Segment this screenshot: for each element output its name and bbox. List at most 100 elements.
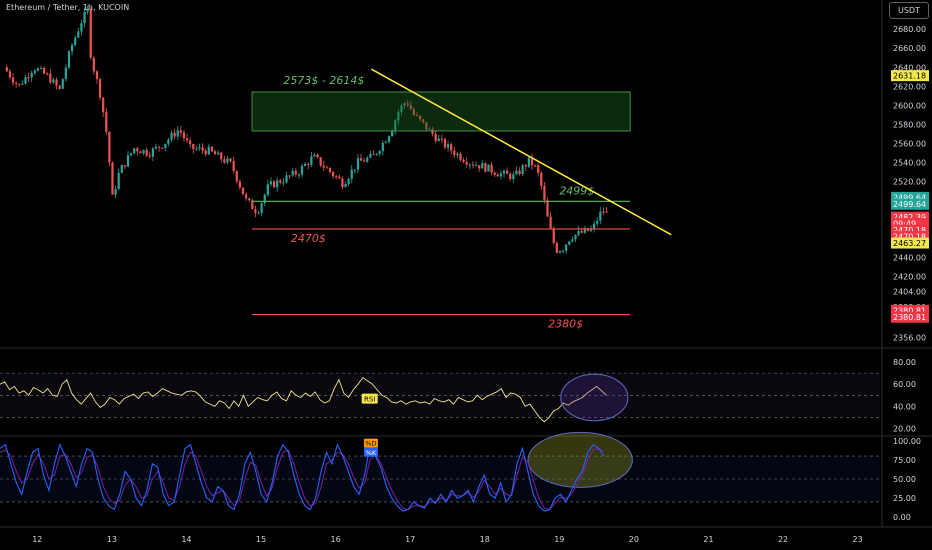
- candle-body: [446, 144, 450, 148]
- rsi-tick-label: 40.00: [893, 402, 916, 411]
- candle-body: [179, 130, 182, 133]
- candle-body: [207, 146, 210, 155]
- candle-body: [533, 165, 537, 167]
- candle-body: [61, 78, 64, 89]
- candle-body: [462, 159, 465, 162]
- candle-body: [148, 155, 151, 157]
- candle-body: [577, 230, 580, 235]
- candle-body: [49, 73, 52, 83]
- candle-body: [384, 141, 388, 143]
- candle-body: [341, 178, 344, 188]
- price-tick-label: 2580.00: [893, 120, 926, 129]
- candle-body: [89, 8, 92, 58]
- rsi-badge: [361, 393, 378, 404]
- candle-body: [437, 138, 440, 142]
- price-badge: [891, 237, 929, 249]
- candle-body: [5, 67, 8, 72]
- candle-body: [58, 85, 61, 89]
- candle-body: [397, 111, 400, 121]
- candle-body: [546, 200, 549, 217]
- stoch-tick-label: 0.00: [893, 513, 911, 522]
- candle-body: [15, 82, 18, 84]
- price-badge-text: 2470.18: [893, 233, 926, 242]
- candle-body: [213, 151, 217, 155]
- price-tick-label: 2356.00: [893, 333, 926, 342]
- candle-body: [543, 185, 546, 201]
- candle-body: [161, 147, 164, 149]
- candle-body: [465, 161, 468, 165]
- price-badge: [891, 211, 929, 223]
- price-tick-label: 2520.00: [893, 177, 926, 186]
- candle-body: [52, 79, 55, 83]
- price-tick-label: 2680.00: [893, 25, 926, 34]
- candle-body: [387, 136, 391, 142]
- candle-body: [434, 133, 437, 142]
- candle-body: [561, 250, 565, 252]
- candle-body: [353, 169, 356, 171]
- candle-body: [39, 67, 43, 69]
- candle-body: [518, 170, 521, 175]
- candle-body: [226, 158, 229, 163]
- level-label: 2380$: [548, 318, 583, 331]
- time-tick-label: 23: [853, 535, 863, 544]
- candle-body: [565, 244, 568, 251]
- candle-body: [580, 230, 583, 233]
- candle-body: [157, 146, 161, 148]
- candle-body: [419, 115, 422, 120]
- resistance-zone: [251, 91, 631, 132]
- candle-body: [409, 105, 412, 110]
- candle-body: [493, 172, 496, 175]
- candle-body: [459, 153, 462, 160]
- candle-body: [300, 166, 304, 175]
- time-tick-label: 14: [181, 535, 191, 544]
- stoch-k-badge: [363, 447, 378, 457]
- candle-body: [443, 138, 447, 148]
- candle-body: [481, 163, 484, 169]
- candle-body: [502, 170, 506, 174]
- stoch-tick-label: 25.00: [893, 494, 916, 503]
- candle-body: [272, 181, 276, 188]
- price-tick-label: 2404.00: [893, 288, 926, 297]
- price-badge-text: 2470.18: [893, 226, 926, 235]
- stoch-d-badge: [363, 438, 378, 448]
- candle-body: [307, 163, 310, 165]
- candle-body: [229, 158, 232, 162]
- candle-body: [574, 234, 577, 240]
- candle-body: [11, 77, 15, 83]
- candle-body: [350, 169, 353, 179]
- candle-body: [105, 112, 108, 132]
- candle-body: [266, 184, 269, 195]
- candle-body: [468, 164, 471, 166]
- time-tick-label: 15: [256, 535, 266, 544]
- candle-body: [506, 170, 509, 174]
- candle-body: [64, 67, 67, 79]
- time-tick-label: 12: [32, 535, 42, 544]
- candle-body: [425, 122, 428, 130]
- candle-body: [304, 163, 307, 167]
- candle-body: [583, 228, 586, 233]
- currency-button[interactable]: USDT: [889, 2, 929, 19]
- candle-body: [167, 139, 170, 144]
- candle-body: [276, 180, 279, 188]
- price-badge: [891, 304, 929, 316]
- candle-body: [108, 131, 111, 163]
- candle-body: [338, 176, 341, 179]
- candle-body: [391, 130, 394, 137]
- candle-body: [248, 198, 251, 201]
- candle-body: [440, 138, 443, 140]
- candle-body: [369, 153, 372, 158]
- candle-body: [238, 181, 241, 188]
- price-badge: [891, 224, 929, 236]
- candle-body: [95, 71, 99, 80]
- candle-body: [540, 172, 543, 186]
- candle-body: [394, 120, 397, 131]
- candle-body: [319, 157, 322, 166]
- stoch-k-label: %K: [366, 449, 377, 457]
- candle-body: [251, 200, 254, 210]
- candle-body: [86, 8, 89, 12]
- candle-body: [220, 152, 223, 160]
- candle-body: [515, 170, 518, 175]
- candle-body: [164, 143, 167, 149]
- candle-body: [453, 150, 456, 156]
